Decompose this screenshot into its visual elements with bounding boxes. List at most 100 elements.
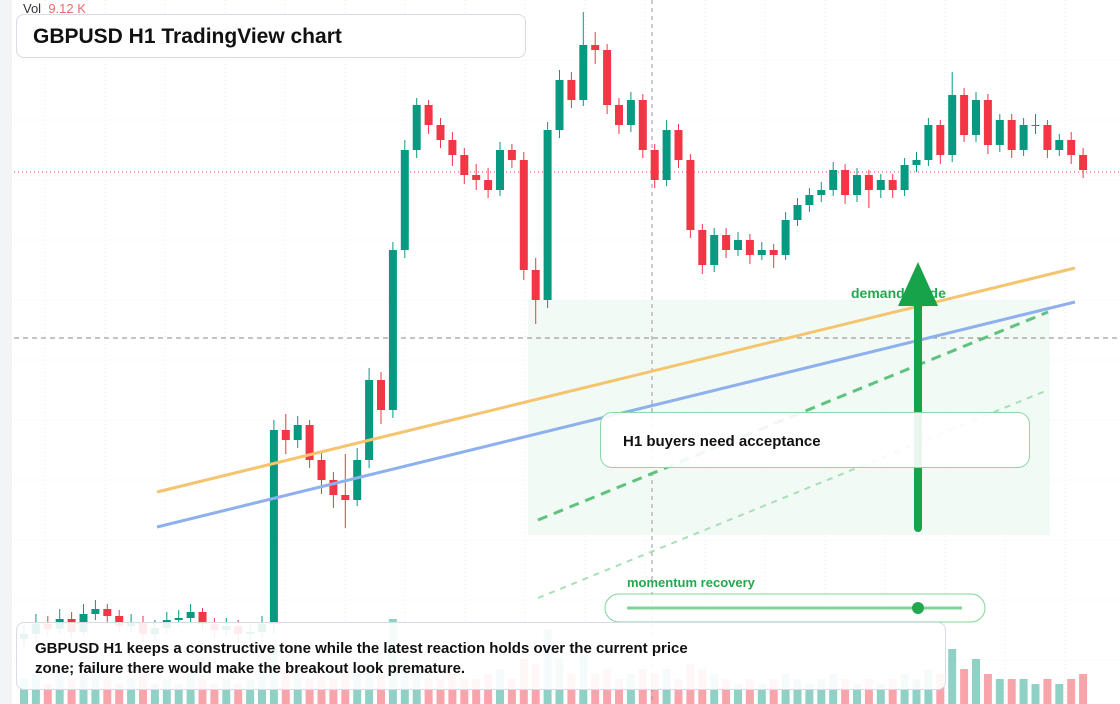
candle-body <box>496 150 504 190</box>
volume-bar <box>424 679 433 704</box>
volume-bar <box>234 684 243 704</box>
volume-bar <box>115 684 124 704</box>
candle-body <box>686 160 695 230</box>
candle-body <box>1043 125 1052 150</box>
volume-bar <box>1043 679 1052 704</box>
candle-body <box>1019 125 1028 150</box>
candle-body <box>353 460 362 500</box>
volume-bar <box>674 679 683 704</box>
volume-bar <box>198 679 207 704</box>
volume-bar <box>20 679 28 704</box>
candle-body <box>412 105 421 150</box>
volume-bar <box>246 679 255 704</box>
volume-bar <box>853 684 861 704</box>
candle-body <box>888 180 897 190</box>
callout: H1 buyers need acceptance <box>623 433 821 450</box>
candle-body <box>341 495 350 500</box>
candle-body <box>317 460 326 480</box>
candle-body <box>924 125 933 160</box>
volume-bar <box>472 679 481 704</box>
candle-body <box>972 100 980 135</box>
indicator-knob <box>912 602 924 614</box>
volume-bar <box>995 679 1004 704</box>
volume-bar <box>757 684 766 704</box>
volume-legend: Vol 9.12 K <box>23 1 86 16</box>
candle-body <box>1031 125 1040 126</box>
arrow-head <box>898 262 938 306</box>
candle-body <box>436 125 445 140</box>
candle-body <box>555 80 564 130</box>
candle-body <box>829 170 838 190</box>
candle-body <box>769 250 778 255</box>
volume-bar <box>793 679 802 704</box>
candle-body <box>388 250 397 410</box>
candle-body <box>793 205 802 220</box>
volume-bar <box>1079 674 1088 704</box>
candle-body <box>484 180 493 190</box>
candle-body <box>638 100 647 150</box>
candle-body <box>900 165 909 190</box>
candle-body <box>805 195 814 205</box>
volume-bar <box>745 679 754 704</box>
volume-bar <box>67 679 76 704</box>
candle-body <box>329 480 338 495</box>
candle-body <box>995 120 1004 145</box>
indicator-label: momentum recovery <box>627 575 756 590</box>
volume-value: 9.12 K <box>48 1 86 16</box>
volume-bar <box>722 679 731 704</box>
volume-bar <box>1055 684 1064 704</box>
candles <box>20 12 1088 646</box>
candle-body <box>876 180 885 190</box>
candle-body <box>377 380 385 410</box>
candle-body <box>650 150 659 180</box>
volume-label: Vol <box>23 1 42 16</box>
volume-bar <box>983 674 992 704</box>
volume-bar <box>1031 684 1040 704</box>
candle-body <box>864 175 873 190</box>
volume-bar <box>43 684 52 704</box>
volume-bar <box>103 679 112 704</box>
volume-bar <box>841 679 850 704</box>
caption: GBPUSD H1 keeps a constructive tone whil… <box>35 640 688 677</box>
candle-body <box>174 618 183 620</box>
candle-body <box>1055 140 1064 150</box>
volume-bar <box>329 679 338 704</box>
candle-body <box>103 609 112 616</box>
candle-body <box>198 612 207 624</box>
candle-body <box>281 430 290 440</box>
candle-body <box>662 130 671 180</box>
candle-body <box>960 95 969 135</box>
volume-bar <box>210 684 219 704</box>
candle-body <box>912 160 921 165</box>
caption-box: GBPUSD H1 keeps a constructive tone whil… <box>16 622 946 690</box>
candle-body <box>448 140 457 155</box>
candle-body <box>543 130 552 300</box>
volume-bar <box>460 679 469 704</box>
candle-body <box>853 175 861 195</box>
volume-bar <box>864 679 873 704</box>
volume-bar <box>150 684 159 704</box>
candle-body <box>936 125 945 155</box>
candle-body <box>1007 120 1016 150</box>
candle-body <box>424 105 433 125</box>
volume-bar <box>876 684 885 704</box>
volume-bar <box>436 679 445 704</box>
candle-body <box>1079 155 1088 170</box>
volume-bar <box>734 684 742 704</box>
volume-bar <box>305 679 314 704</box>
candle-body <box>507 150 516 160</box>
candle-body <box>519 160 528 270</box>
volume-bar <box>1067 679 1076 704</box>
candle-body <box>305 425 314 460</box>
volume-bar <box>769 679 778 704</box>
candle-body <box>579 45 588 100</box>
left-edge <box>0 0 12 704</box>
candle-body <box>460 155 469 175</box>
candle-body <box>400 150 409 250</box>
volume-bar <box>888 679 897 704</box>
candle-body <box>757 250 766 255</box>
candle-body <box>91 609 100 614</box>
candle-body <box>1067 140 1076 155</box>
